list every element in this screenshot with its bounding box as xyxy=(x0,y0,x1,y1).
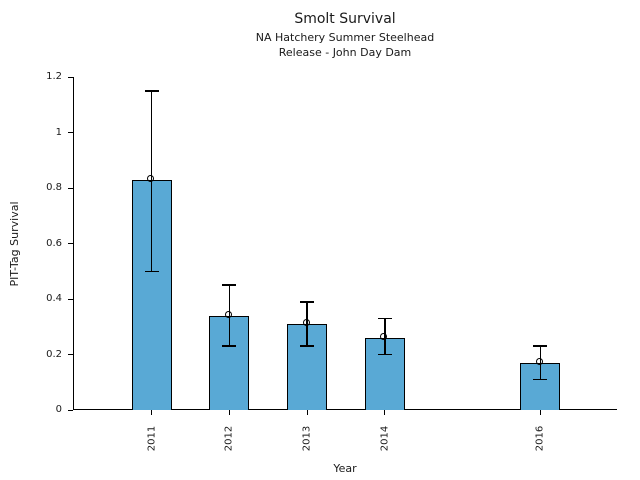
point-marker xyxy=(302,319,310,327)
x-tick-mark xyxy=(228,410,230,415)
error-bar-cap-top xyxy=(144,90,159,92)
x-tick-label: 2014 xyxy=(379,425,391,452)
x-tick-label: 2012 xyxy=(223,425,235,452)
y-tick-label: 1.2 xyxy=(46,71,62,82)
error-bar-cap-top xyxy=(300,301,315,303)
error-bar-cap-bottom xyxy=(222,345,237,347)
y-tick-mark xyxy=(68,298,73,300)
y-tick-mark xyxy=(68,354,73,355)
y-axis-label: PIT-Tag Survival xyxy=(8,201,21,287)
error-bar-cap-top xyxy=(377,317,392,320)
x-tick-mark xyxy=(539,410,541,415)
x-axis-label: Year xyxy=(333,462,357,475)
x-tick-label: 2013 xyxy=(301,425,313,452)
error-bar-cap-bottom xyxy=(377,353,392,356)
error-bar-cap-bottom xyxy=(300,345,315,347)
error-bar-cap-top xyxy=(222,284,237,286)
x-tick-label: 2016 xyxy=(534,425,546,452)
y-tick-label: 1 xyxy=(55,126,62,138)
chart-title: Smolt Survival xyxy=(294,11,396,27)
error-bar-cap-top xyxy=(533,345,548,347)
y-tick-label: 0.2 xyxy=(46,348,62,360)
y-tick-mark xyxy=(68,76,73,78)
plot-area: 0 0.2 0.4 0.6 0.8 1 1.2 2011 2012 2013 2014 2016 xyxy=(46,71,617,451)
y-tick-mark xyxy=(68,187,73,189)
x-tick-mark xyxy=(151,410,153,415)
y-tick-label: 0.4 xyxy=(46,293,62,304)
point-marker xyxy=(224,311,232,319)
point-marker xyxy=(535,358,543,366)
error-bar-cap-bottom xyxy=(144,270,159,272)
point-marker xyxy=(380,333,388,341)
error-bar-cap-bottom xyxy=(533,378,548,381)
y-tick-mark xyxy=(68,132,73,133)
y-tick-label: 0 xyxy=(55,404,62,415)
x-tick-mark xyxy=(306,410,308,415)
x-tick-label: 2011 xyxy=(146,425,158,452)
y-tick-label: 0.6 xyxy=(46,237,62,249)
y-tick-mark xyxy=(68,409,73,411)
chart-subtitle-line2: Release - John Day Dam xyxy=(278,46,412,59)
y-tick-mark xyxy=(68,243,73,244)
chart-subtitle-line1: NA Hatchery Summer Steelhead xyxy=(255,31,435,44)
y-tick-label: 0.8 xyxy=(46,182,62,193)
point-marker xyxy=(147,175,155,183)
x-tick-mark xyxy=(384,410,386,415)
